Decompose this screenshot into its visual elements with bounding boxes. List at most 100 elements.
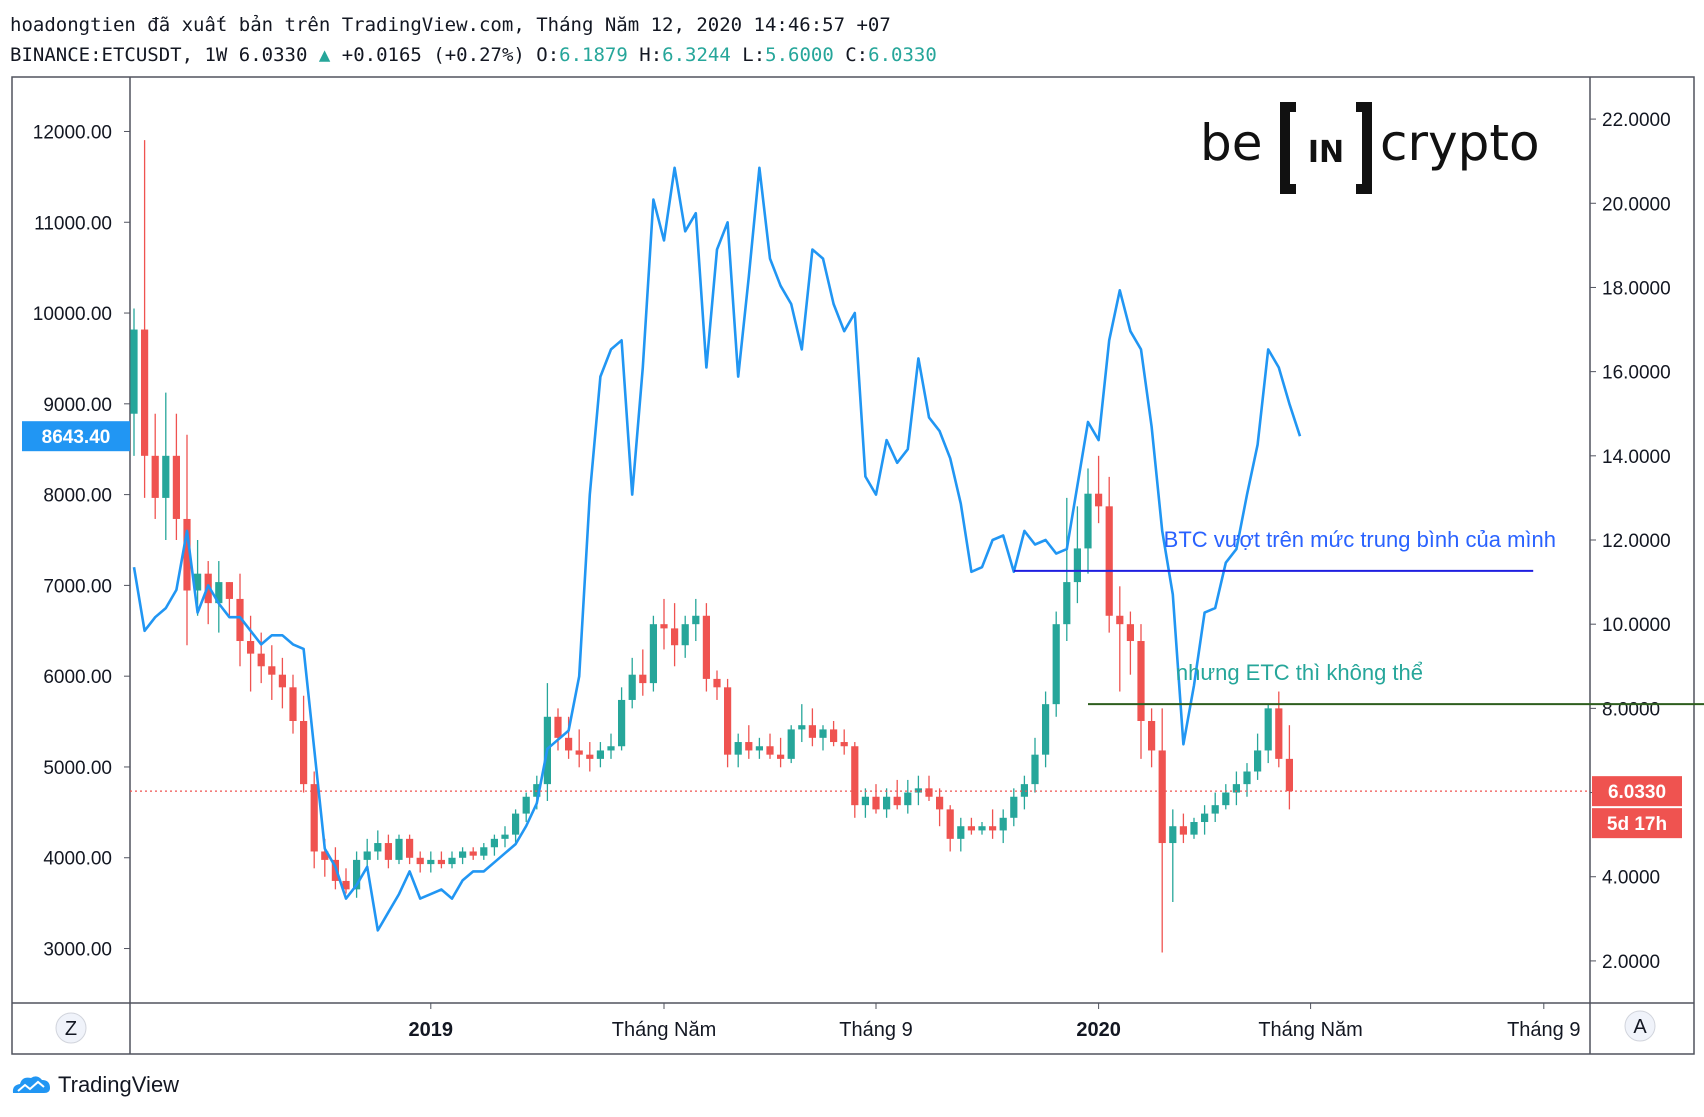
etc-candle	[1179, 813, 1187, 844]
candle-body	[1095, 493, 1103, 507]
right-tick-label: 10.0000	[1602, 615, 1671, 636]
close-label: C:	[845, 44, 869, 66]
etc-candle	[469, 847, 477, 860]
etc-candle	[1084, 468, 1092, 574]
candle-body	[925, 788, 933, 797]
etc-candle	[151, 413, 159, 519]
etc-candle	[353, 851, 361, 898]
etc-candle	[819, 725, 827, 751]
etc-candle	[236, 573, 244, 667]
candle-body	[978, 826, 986, 831]
etc-candle	[936, 788, 944, 827]
candle-body	[681, 624, 689, 646]
candle-body	[130, 329, 138, 414]
time-axis: 2019 Tháng Năm Tháng 9 2020 Tháng Năm Tháng 9…	[409, 1003, 1580, 1041]
etc-price-tag	[1592, 776, 1682, 807]
time-tick-label: 2020	[1076, 1019, 1121, 1041]
candle-body	[437, 859, 445, 865]
right-tick-label: 8.0000	[1602, 699, 1660, 720]
etc-candle	[989, 809, 997, 839]
candle-body	[300, 720, 308, 785]
etc-candle	[342, 868, 350, 894]
tradingview-label: TradingView	[58, 1072, 180, 1097]
etc-candle	[1137, 624, 1145, 759]
candle-body	[777, 754, 785, 759]
candle-body	[819, 729, 827, 738]
candle-body	[141, 329, 149, 456]
etc-candle	[543, 683, 551, 801]
left-tick-label: 10000.00	[33, 304, 112, 325]
candle-body	[512, 813, 520, 835]
candle-body	[1042, 704, 1050, 755]
left-tick-label: 5000.00	[43, 758, 112, 779]
etc-candle	[554, 708, 562, 751]
etc-candle	[130, 308, 138, 456]
candle-body	[808, 725, 816, 738]
etc-candle	[1148, 708, 1156, 768]
annotation-text: nhưng ETC thì không thể	[1176, 660, 1423, 685]
time-tick-label: Tháng Năm	[1258, 1019, 1363, 1041]
a-label: A	[1633, 1016, 1647, 1038]
candle-body	[406, 838, 414, 858]
etc-candle	[808, 708, 816, 747]
etc-candle	[300, 695, 308, 793]
time-tick-label: Tháng Năm	[612, 1019, 717, 1041]
close-value: 6.0330	[868, 44, 937, 66]
candle-body	[1137, 641, 1145, 721]
etc-candle	[1073, 506, 1081, 604]
candle-body	[215, 582, 223, 604]
footer: TradingView	[10, 1070, 179, 1100]
candle-body	[459, 851, 467, 858]
etc-candle	[639, 649, 647, 696]
etc-candle	[395, 834, 403, 865]
right-tick-label: 22.0000	[1602, 110, 1671, 131]
low-label: L:	[742, 44, 766, 66]
etc-candle	[1020, 775, 1028, 810]
candle-body	[1116, 615, 1124, 625]
candle-body	[1211, 805, 1219, 814]
etc-candle	[225, 582, 233, 616]
etc-candle	[406, 834, 414, 865]
candle-body	[321, 851, 329, 860]
right-tick-label: 2.0000	[1602, 952, 1660, 973]
etc-candle	[1254, 733, 1262, 780]
etc-candle	[512, 809, 520, 844]
candle-body	[671, 628, 679, 646]
auto-scale-button[interactable]: A	[1624, 1010, 1656, 1042]
etc-candle	[893, 779, 901, 810]
etc-candle	[1264, 704, 1272, 764]
candle-body	[755, 746, 763, 751]
candle-body	[957, 826, 965, 839]
zoom-button-left[interactable]: Z	[55, 1012, 87, 1044]
etc-candle	[946, 805, 954, 852]
time-tick-label: Tháng 9	[1507, 1019, 1580, 1041]
candle-body	[278, 674, 286, 688]
candle-body	[1190, 822, 1198, 835]
price-change: +0.0165 (+0.27%)	[341, 44, 525, 66]
etc-candle	[1211, 792, 1219, 823]
etc-candle	[289, 674, 297, 734]
etc-candle	[575, 729, 583, 768]
etc-candle	[1042, 691, 1050, 768]
etc-candle	[1052, 611, 1060, 717]
etc-candle	[777, 737, 785, 768]
high-label: H:	[639, 44, 663, 66]
candle-body	[851, 746, 859, 806]
candle-body	[787, 729, 795, 759]
candle-body	[268, 666, 276, 675]
etc-candle	[1222, 784, 1230, 810]
candle-body	[416, 857, 424, 865]
candle-body	[162, 455, 170, 498]
candle-body	[1148, 720, 1156, 751]
etc-candle	[713, 670, 721, 700]
etc-candle	[883, 788, 891, 818]
etc-candle	[999, 809, 1007, 844]
candle-body	[660, 624, 668, 629]
etc-candle	[1031, 737, 1039, 793]
last-price: 6.0330	[238, 44, 308, 66]
candle-body	[1232, 784, 1240, 793]
etc-candle	[268, 645, 276, 700]
candle-body	[183, 518, 191, 591]
candle-body	[1254, 750, 1262, 772]
